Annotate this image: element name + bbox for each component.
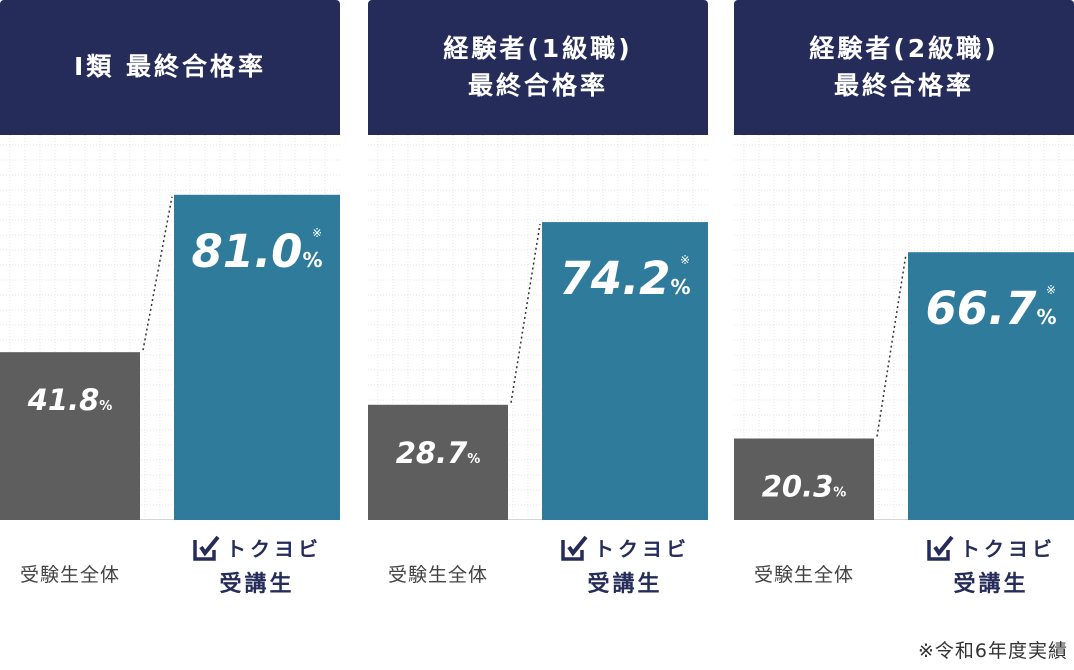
bar-brand-students: [174, 194, 340, 520]
brand-sub: 受講生: [219, 572, 295, 597]
note-mark: ※: [1046, 283, 1056, 297]
connector-line: [142, 196, 173, 351]
note-mark: ※: [680, 253, 690, 267]
brand-name: トクヨビ: [960, 537, 1056, 561]
connector-line: [876, 254, 907, 437]
note-mark: ※: [312, 226, 322, 240]
bar-brand-students: [908, 252, 1074, 520]
bar-chart: 28.7% 74.2% ※: [368, 135, 708, 520]
category-label-all: 受験生全体: [387, 564, 488, 586]
panel-title-line: Ⅰ類 最終合格率: [73, 52, 266, 82]
checkbox-pen-icon: [927, 535, 954, 561]
panel-title: 経験者(2級職) 最終合格率: [734, 0, 1074, 135]
panel-title-line: 最終合格率: [467, 70, 608, 100]
checkbox-pen-icon: [561, 535, 588, 561]
chart-svg: 28.7% 74.2%※: [368, 135, 708, 520]
value-label: 28.7%: [396, 436, 481, 470]
value-label: 74.2%: [559, 252, 690, 305]
category-label-brand: トクヨビ 受講生: [908, 533, 1074, 598]
checkbox-pen-icon: [193, 535, 220, 561]
bar-chart: 20.3% 66.7% ※: [734, 135, 1074, 520]
chart-panel-1: Ⅰ類 最終合格率 41.8% 81.0% ※ 受験生全体 トクヨビ 受講生: [0, 0, 340, 670]
bar-all-examinees: [734, 438, 874, 520]
bar-all-examinees: [368, 404, 508, 520]
value-label: 81.0%: [191, 225, 322, 278]
value-label: 66.7%: [925, 282, 1056, 335]
value-label: 41.8%: [27, 383, 113, 417]
chart-svg: 41.8% 81.0%※: [0, 135, 340, 520]
panel-title-line: 最終合格率: [833, 70, 974, 100]
brand-logo: トクヨビ: [926, 533, 1056, 562]
panel-title: 経験者(1級職) 最終合格率: [368, 0, 708, 135]
brand-name: トクヨビ: [594, 537, 690, 561]
chart-panel-2: 経験者(1級職) 最終合格率 28.7% 74.2% ※ 受験生全体 トクヨビ 受講…: [368, 0, 708, 670]
category-label-brand: トクヨビ 受講生: [174, 533, 340, 598]
chart-panel-3: 経験者(2級職) 最終合格率 20.3% 66.7% ※ 受験生全体 トクヨビ 受講…: [734, 0, 1074, 670]
brand-sub: 受講生: [953, 572, 1029, 597]
value-label: 20.3%: [762, 469, 847, 503]
panel-title-line: 経験者(1級職): [443, 34, 633, 64]
brand-sub: 受講生: [587, 572, 663, 597]
bar-all-examinees: [0, 352, 140, 520]
brand-name: トクヨビ: [226, 537, 322, 561]
brand-logo: トクヨビ: [192, 533, 322, 562]
category-label-all: 受験生全体: [753, 564, 854, 586]
bar-brand-students: [542, 222, 708, 520]
category-label-all: 受験生全体: [19, 564, 120, 586]
connector-line: [510, 223, 541, 403]
category-label-brand: トクヨビ 受講生: [542, 533, 708, 598]
footnote: ※令和6年度実績: [917, 640, 1068, 662]
brand-logo: トクヨビ: [560, 533, 690, 562]
chart-svg: 20.3% 66.7%※: [734, 135, 1074, 520]
bar-chart: 41.8% 81.0% ※: [0, 135, 340, 520]
panel-title: Ⅰ類 最終合格率: [0, 0, 340, 135]
panel-title-line: 経験者(2級職): [809, 34, 999, 64]
